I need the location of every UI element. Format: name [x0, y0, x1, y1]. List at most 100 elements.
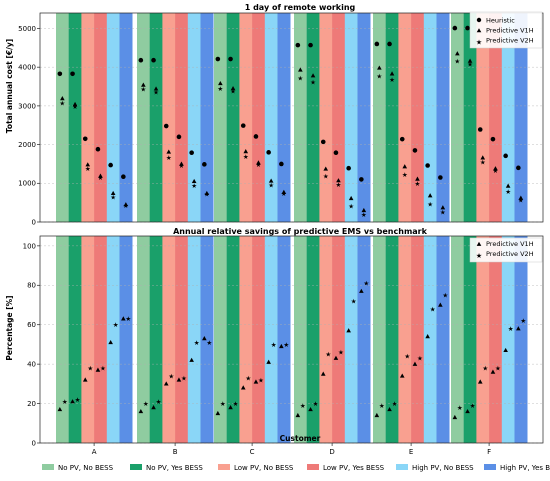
v2h-marker: ★ [427, 201, 433, 209]
scenario-band [385, 13, 399, 222]
heuristic-marker [452, 25, 458, 31]
v1h-marker [82, 377, 88, 382]
scenario-band [344, 13, 358, 222]
y-tick-label: 2000 [18, 141, 36, 149]
v2h-marker: ★ [520, 317, 526, 325]
heuristic-marker [57, 71, 63, 77]
v2h-marker: ★ [168, 372, 174, 380]
v2h-marker: ★ [392, 400, 398, 408]
scenario-band [56, 13, 69, 222]
heuristic-marker [253, 134, 259, 139]
v2h-marker: ★ [110, 194, 116, 202]
v2h-marker: ★ [143, 400, 149, 408]
v1h-marker [70, 399, 75, 404]
scenario-legend-label: No PV, Yes BESS [146, 464, 203, 472]
scenario-band [162, 236, 176, 443]
v1h-marker [266, 359, 271, 364]
x-tick-label: F [487, 448, 491, 456]
v2h-marker: ★ [505, 188, 511, 196]
scenario-legend: No PV, No BESS No PV, Yes BESS Low PV, No … [42, 464, 550, 472]
y-ticks: 0 20 40 60 80 100 [23, 242, 40, 447]
v1h-marker [425, 334, 430, 339]
scenario-band [476, 13, 490, 222]
scenario-band [319, 236, 333, 443]
scenario-band [357, 13, 371, 222]
x-ticks: A B C D E F [92, 443, 491, 456]
v1h-marker [108, 339, 113, 345]
v1h-marker [467, 58, 473, 63]
scenario-band [226, 236, 240, 443]
v2h-marker: ★ [59, 100, 65, 108]
v1h-marker [452, 414, 458, 420]
v2h-marker: ★ [271, 341, 277, 349]
v1h-marker [281, 189, 287, 194]
scenario-band [137, 236, 150, 443]
heuristic-marker [176, 134, 182, 140]
v1h-marker [256, 160, 261, 165]
heuristic-marker [359, 177, 364, 182]
v1h-marker [163, 381, 169, 386]
chart-title: Annual relative savings of predictive EM… [173, 227, 428, 236]
heuristic-marker [70, 71, 75, 77]
v1h-marker [361, 207, 367, 213]
heuristic-marker [228, 56, 233, 62]
v1h-marker [218, 80, 223, 86]
scenario-band [277, 13, 291, 222]
v1h-marker [415, 176, 420, 181]
scenario-legend-label: High PV, No BESS [412, 464, 474, 472]
v2h-marker: ★ [243, 153, 249, 161]
scenario-band [344, 236, 358, 443]
v1h-marker [310, 73, 316, 78]
heuristic-marker [240, 123, 246, 128]
v1h-marker [166, 149, 172, 154]
heuristic-marker [266, 150, 271, 155]
v2h-marker: ★ [482, 364, 488, 372]
scenario-band [226, 13, 240, 222]
savings-panel: ★ ★ ★ ★ ★ ★ ★ ★ ★ ★ ★ ★ ★ ★ ★ ★ ★ ★ ★ ★ ★ ★ ★ ★ ★ ★ ★ ★ ★ ★ ★ ★ ★ ★ ★ ★ 0 20… [5, 227, 544, 456]
heuristic-marker [215, 56, 221, 62]
v1h-marker [455, 51, 460, 56]
v2h-marker: ★ [230, 88, 236, 96]
scenario-band [294, 13, 307, 222]
legend-triangle-marker [476, 241, 482, 246]
v1h-marker [412, 361, 418, 366]
v1h-marker [387, 406, 392, 412]
v1h-marker [95, 367, 101, 372]
scenario-band [319, 13, 333, 222]
y-tick-label: 60 [27, 321, 36, 329]
v1h-marker [279, 343, 284, 349]
scenario-band [411, 236, 425, 443]
v2h-marker: ★ [351, 297, 357, 305]
scenario-band [252, 13, 266, 222]
heuristic-marker [308, 42, 313, 48]
scenario-band [451, 13, 464, 222]
v2h-marker: ★ [325, 351, 331, 359]
v2h-marker: ★ [442, 292, 448, 300]
v2h-marker: ★ [361, 211, 367, 219]
v2h-marker: ★ [457, 404, 463, 412]
heuristic-marker [387, 41, 392, 47]
scenario-band [463, 13, 477, 222]
v2h-marker: ★ [281, 190, 287, 198]
v1h-marker [151, 405, 156, 410]
scenario-legend-swatch [396, 464, 408, 470]
scenario-band [149, 236, 163, 443]
v1h-marker [493, 166, 498, 171]
legend-label: Predictive V2H [486, 37, 534, 45]
scenario-band [373, 13, 386, 222]
v2h-marker: ★ [493, 167, 499, 175]
marker-legend: Heuristic Predictive V1H ★ Predictive V2… [469, 11, 543, 49]
v2h-marker: ★ [389, 76, 395, 84]
heuristic-marker [374, 41, 380, 47]
heuristic-marker [346, 165, 351, 171]
v1h-marker [176, 377, 182, 382]
v1h-marker [110, 190, 116, 196]
v2h-marker: ★ [245, 374, 251, 382]
scenario-band [68, 13, 82, 222]
scenario-band [373, 236, 386, 443]
legend-triangle-marker [476, 28, 482, 33]
v2h-marker: ★ [268, 182, 274, 190]
y-ticks: 0 1000 2000 3000 4000 5000 [18, 25, 40, 226]
v2h-marker: ★ [402, 171, 408, 179]
legend-label: Predictive V1H [486, 27, 534, 35]
